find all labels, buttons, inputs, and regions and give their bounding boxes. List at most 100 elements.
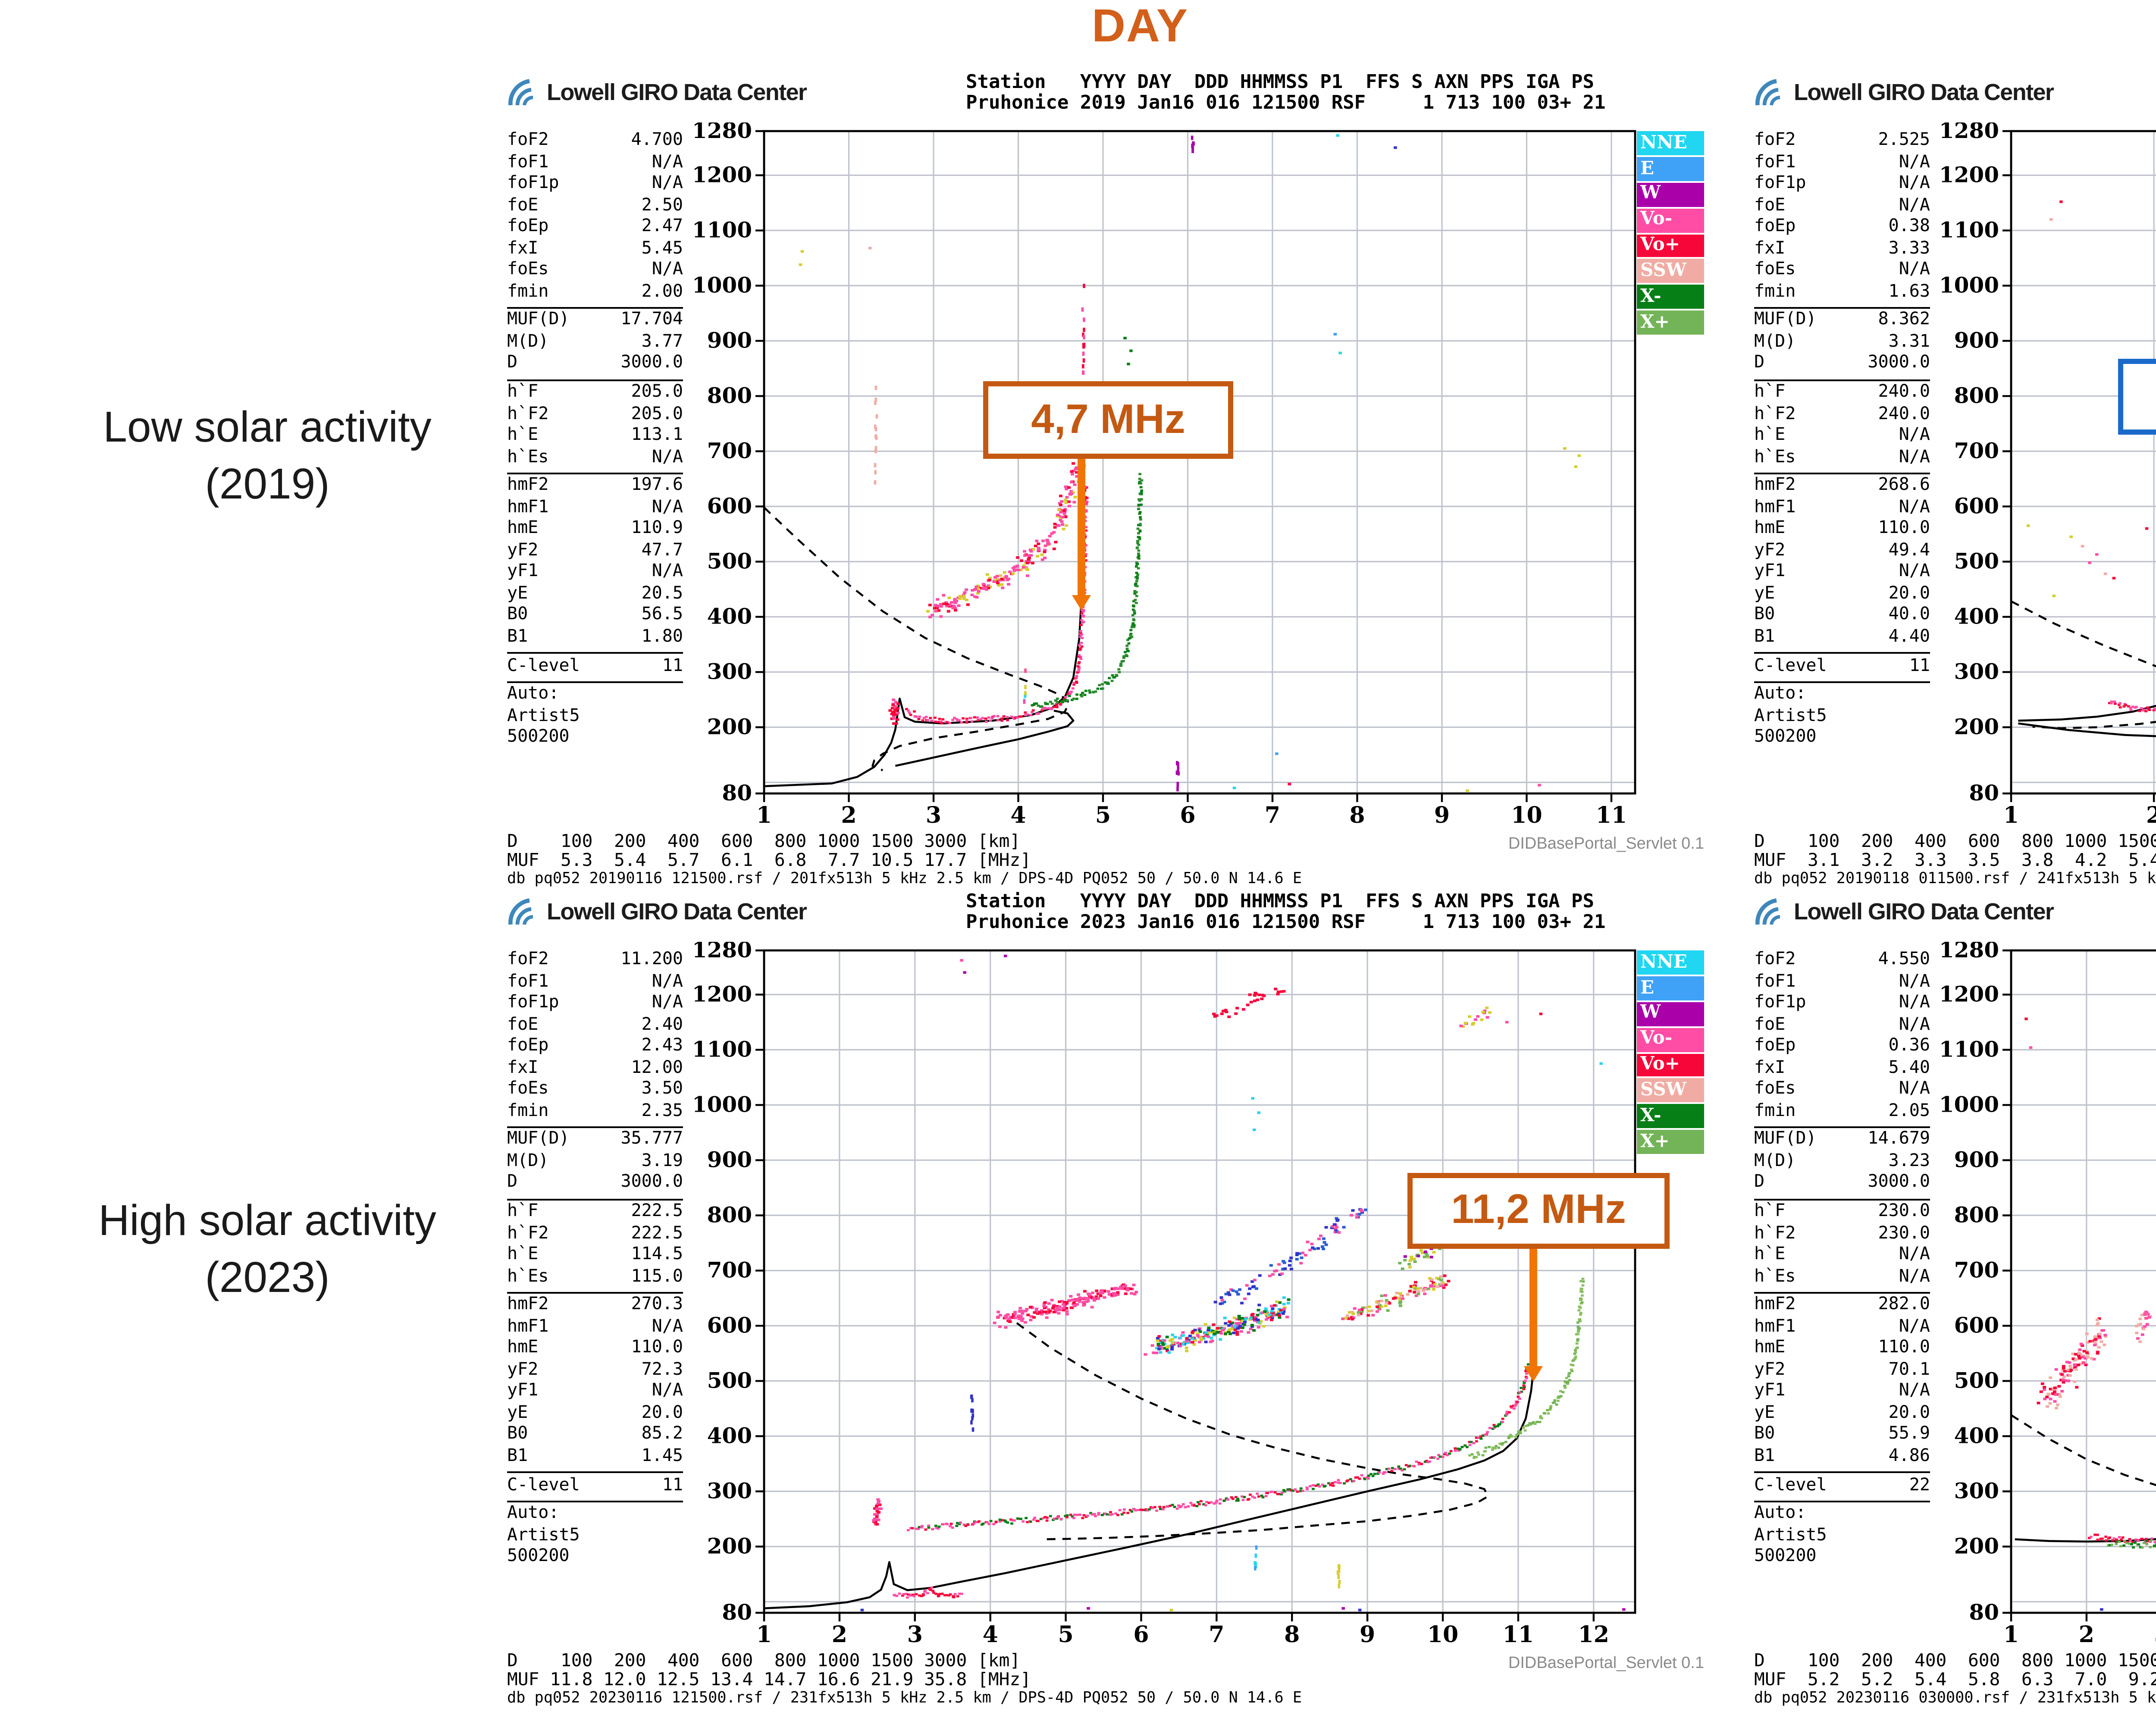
param-value: N/A (652, 448, 683, 467)
param-label: yF2 (1754, 1361, 1786, 1380)
param-value: 11.200 (620, 950, 683, 969)
param-label: foF2 (507, 950, 549, 969)
param-row: hmF1 N/A (1754, 498, 1930, 520)
param-value: N/A (1899, 1267, 1930, 1286)
svg-text:400: 400 (707, 603, 752, 629)
svg-text:500: 500 (1954, 1367, 1999, 1393)
svg-text:12: 12 (1578, 1621, 1609, 1648)
muf-scale-line: MUF 5.3 5.4 5.7 6.1 6.8 7.7 10.5 17.7 [M… (507, 850, 1031, 871)
param-row: h`Es N/A (1754, 1267, 1930, 1289)
param-row: B0 56.5 (507, 606, 683, 628)
param-row: h`F 230.0 (1754, 1202, 1930, 1224)
param-row: h`E N/A (1754, 1245, 1930, 1267)
param-label: C-level (1754, 656, 1827, 676)
giro-logo-text: Lowell GIRO Data Center (547, 78, 807, 104)
param-row: yE 20.0 (507, 1404, 683, 1426)
param-row: foF1p N/A (507, 994, 683, 1015)
param-row: foF1 N/A (507, 972, 683, 994)
svg-text:400: 400 (1954, 603, 1999, 629)
param-value: N/A (1899, 196, 1930, 215)
param-row: B1 1.80 (507, 628, 683, 649)
param-label: hmF1 (507, 498, 549, 517)
param-value: 4.86 (1888, 1447, 1930, 1467)
param-row: foEp 0.38 (1754, 218, 1930, 239)
param-row: yF2 49.4 (1754, 541, 1930, 563)
svg-text:1200: 1200 (692, 162, 752, 187)
svg-text:9: 9 (1360, 1621, 1375, 1648)
param-label: foF1 (1754, 972, 1796, 991)
param-value: N/A (1899, 1317, 1930, 1336)
param-value: N/A (1899, 994, 1930, 1013)
param-value: N/A (1899, 1245, 1930, 1265)
param-value: 114.5 (631, 1245, 683, 1265)
svg-text:1000: 1000 (692, 1091, 752, 1117)
param-value: 2.05 (1888, 1102, 1930, 1121)
svg-text:300: 300 (1954, 1478, 1999, 1503)
param-label: M(D) (507, 332, 549, 352)
param-row: C-level 11 (1754, 656, 1930, 678)
svg-text:500: 500 (1954, 548, 1999, 574)
svg-text:800: 800 (1954, 1202, 1999, 1227)
param-value: 2.43 (641, 1037, 683, 1056)
autoscale-line: Artist5 (1754, 1526, 1827, 1545)
param-row: fxI 5.40 (1754, 1059, 1930, 1080)
param-value: 115.0 (631, 1267, 683, 1286)
param-label: C-level (507, 1476, 580, 1495)
legend-item-NNE: NNE (1637, 131, 1704, 155)
legend-item-Vo+: Vo+ (1637, 234, 1704, 258)
param-row: hmF2 270.3 (507, 1296, 683, 1317)
table-separator (1754, 680, 1930, 683)
param-value: 20.5 (641, 584, 683, 604)
giro-logo: Lowell GIRO Data Center (1754, 892, 2054, 930)
param-label: foEs (1754, 1080, 1796, 1100)
db-record-line: db pq052 20190118 011500.rsf / 241fx513h… (1754, 870, 2156, 887)
param-label: MUF(D) (507, 1130, 570, 1150)
svg-text:700: 700 (1954, 1257, 1999, 1282)
param-row: h`Es N/A (507, 448, 683, 470)
param-row: B0 85.2 (507, 1426, 683, 1447)
param-value: 0.38 (1888, 217, 1930, 237)
table-separator (507, 1126, 683, 1128)
param-label: B0 (1754, 1425, 1775, 1445)
svg-text:200: 200 (707, 1533, 752, 1558)
svg-text:1280: 1280 (692, 122, 752, 143)
giro-logo-icon (1755, 898, 1780, 925)
legend-item-SSW: SSW (1637, 1078, 1704, 1103)
param-value: 3.77 (641, 332, 683, 352)
legend-item-Vo+: Vo+ (1637, 1053, 1704, 1077)
param-label: h`F2 (1754, 404, 1796, 424)
table-separator (507, 680, 683, 683)
param-value: 5.45 (641, 239, 683, 258)
distance-scale-line: D 100 200 400 600 800 1000 1500 3000 [km… (1754, 831, 2156, 852)
svg-text:1: 1 (756, 802, 772, 828)
param-value: 20.0 (1888, 1404, 1930, 1423)
distance-scale-line: D 100 200 400 600 800 1000 1500 3000 [km… (1754, 1651, 2156, 1671)
table-separator (507, 652, 683, 654)
svg-text:80: 80 (1969, 1599, 1999, 1625)
param-label: M(D) (1754, 332, 1796, 352)
echo-direction-legend: NNE E W Vo- Vo+ SSW X- X+ (1637, 131, 1704, 337)
param-label: foEs (1754, 261, 1796, 280)
param-label: foEs (507, 261, 549, 280)
param-value: N/A (652, 972, 683, 991)
param-value: 49.4 (1888, 541, 1930, 561)
param-value: 3000.0 (620, 1173, 683, 1193)
param-row: foF1 N/A (1754, 153, 1930, 174)
param-row: h`Es 115.0 (507, 1267, 683, 1289)
legend-item-X+: X+ (1637, 1130, 1704, 1154)
param-row: foEs N/A (507, 261, 683, 282)
param-label: fmin (507, 282, 549, 302)
svg-text:200: 200 (1954, 1533, 1999, 1558)
param-value: 35.777 (620, 1130, 683, 1150)
param-label: foEp (507, 217, 549, 237)
param-value: N/A (1899, 1015, 1930, 1035)
callout-arrow-head (1524, 1366, 1543, 1382)
param-value: 3.23 (1888, 1152, 1930, 1171)
giro-logo: Lowell GIRO Data Center (507, 72, 807, 110)
ionogram-plot: 1234567891011121280120011001000900800700… (1939, 942, 2156, 1648)
fof2-annotation: 11,2 MHz (1407, 1173, 1670, 1249)
ionogram-panel-night-2019: Lowell GIRO Data Center Station YYYY DAY… (1754, 71, 2156, 899)
param-row: foF2 4.550 (1754, 950, 1930, 972)
param-label: yE (507, 584, 528, 604)
param-value: N/A (1899, 972, 1930, 991)
